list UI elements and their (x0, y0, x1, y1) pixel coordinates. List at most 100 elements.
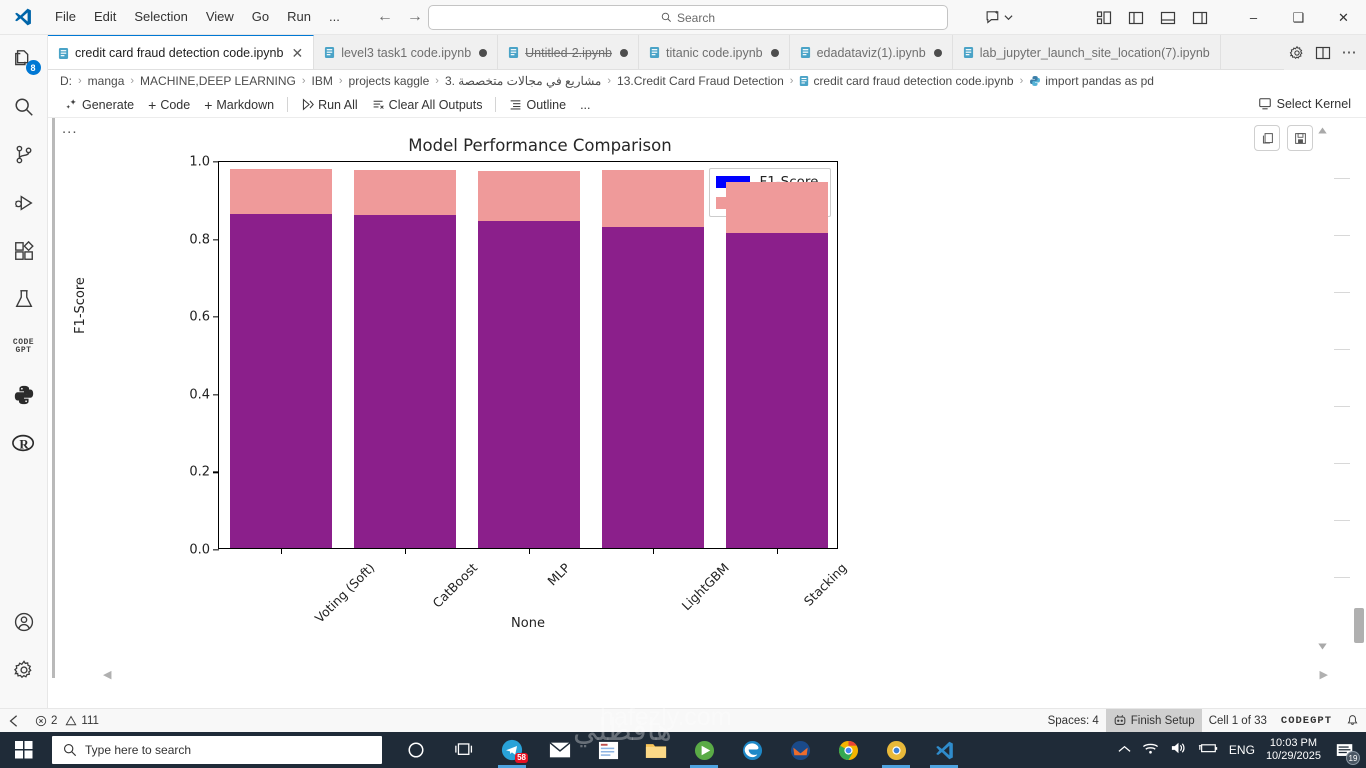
scroll-left-arrow-icon[interactable]: ◀ (103, 668, 112, 681)
breadcrumb-item-projects-kaggle[interactable]: projects kaggle (348, 74, 430, 88)
cell-position-indicator[interactable]: Cell 1 of 33 (1208, 714, 1267, 727)
outline-button[interactable]: Outline (502, 96, 573, 114)
battery-icon[interactable] (1198, 741, 1218, 760)
save-output-button[interactable] (1287, 125, 1313, 151)
sidebar-item-search[interactable] (0, 83, 48, 131)
breadcrumb-item-credit-card-fraud-detection-folder[interactable]: 13.Credit Card Fraud Detection (617, 74, 784, 88)
tab-dirty-indicator[interactable] (933, 48, 942, 57)
notification-center-button[interactable]: 19 (1332, 737, 1360, 765)
close-button[interactable]: ✕ (1338, 9, 1349, 25)
breadcrumb-item-ibm[interactable]: IBM (311, 74, 333, 88)
tab-dirty-indicator[interactable] (620, 48, 629, 57)
sidebar-item-explorer[interactable]: 8 (0, 35, 48, 83)
notebook-horizontal-scroll[interactable]: ◀ ▶ (103, 667, 1328, 681)
breadcrumb-item-specialized-projects[interactable]: 3. مشاريع في مجالات متخصصة (444, 74, 602, 88)
generate-button[interactable]: Generate (58, 96, 141, 114)
tab-titanic[interactable]: titanic code.ipynb (639, 35, 790, 69)
scroll-down-arrow-icon[interactable] (1317, 638, 1328, 656)
tab-lab-jupyter-launch-site-location[interactable]: lab_jupyter_launch_site_location(7).ipyn… (952, 35, 1221, 69)
breadcrumb-item-machine-deep-learning[interactable]: MACHINE,DEEP LEARNING (140, 74, 296, 88)
tab-untitled-2[interactable]: Untitled-2.ipynb (498, 35, 640, 69)
scroll-right-arrow-icon[interactable]: ▶ (1319, 668, 1328, 681)
minimize-button[interactable]: – (1249, 10, 1258, 25)
volume-icon[interactable] (1170, 741, 1187, 760)
breadcrumb-item-drive[interactable]: D: (60, 74, 72, 88)
breadcrumb-item-manga[interactable]: manga (87, 74, 125, 88)
cell-collapsed-indicator[interactable]: ... (62, 120, 78, 137)
tab-dirty-indicator[interactable] (479, 48, 488, 57)
taskbar-camtasia-icon[interactable] (682, 732, 726, 768)
start-button[interactable] (0, 732, 48, 768)
clear-all-outputs-button[interactable]: Clear All Outputs (365, 96, 490, 114)
menu-bar[interactable]: File Edit Selection View Go Run ... (46, 0, 349, 35)
scrollbar-thumb[interactable] (1354, 608, 1364, 643)
taskbar-cortana-icon[interactable] (394, 732, 438, 768)
navigation-arrows[interactable]: ← → (377, 8, 423, 26)
taskbar-chrome-icon[interactable] (826, 732, 870, 768)
show-hidden-icons-chevron-icon[interactable] (1118, 741, 1131, 759)
sidebar-item-extensions[interactable] (0, 227, 48, 275)
sidebar-item-python[interactable] (0, 371, 48, 419)
customize-layout-icon[interactable] (1091, 5, 1117, 31)
sidebar-item-testing[interactable] (0, 275, 48, 323)
notebook-more-actions-button[interactable]: ... (580, 97, 591, 112)
toggle-panel-icon[interactable] (1155, 5, 1181, 31)
notebook-vertical-scrollbar[interactable] (1352, 118, 1366, 703)
clock[interactable]: 10:03 PM 10/29/2025 (1266, 737, 1321, 763)
menu-run[interactable]: Run (287, 9, 311, 24)
taskbar-task-view-icon[interactable] (442, 732, 486, 768)
network-icon[interactable] (1142, 741, 1159, 760)
finish-setup-button[interactable]: Finish Setup (1105, 708, 1202, 733)
taskbar-mail-icon[interactable] (538, 732, 582, 768)
taskbar-chrome-canary-icon[interactable] (874, 732, 918, 768)
toggle-secondary-sidebar-icon[interactable] (1187, 5, 1213, 31)
sidebar-item-run-and-debug[interactable] (0, 179, 48, 227)
editor-more-actions-icon[interactable]: ⋯ (1341, 43, 1357, 61)
codegpt-status-button[interactable]: CODEGPT (1280, 714, 1332, 727)
maximize-button[interactable]: ❑ (1292, 9, 1305, 25)
tab-dirty-indicator[interactable] (770, 48, 779, 57)
sidebar-item-settings[interactable] (0, 646, 48, 694)
taskbar-file-explorer-icon[interactable] (634, 732, 678, 768)
language-indicator[interactable]: ENG (1228, 743, 1255, 757)
menu-more[interactable]: ... (329, 9, 340, 24)
command-search-input[interactable]: Search (428, 5, 948, 30)
add-markdown-cell-button[interactable]: + Markdown (197, 95, 281, 115)
remote-window-button[interactable] (0, 709, 28, 733)
indentation-button[interactable]: Spaces: 4 (1047, 714, 1099, 727)
menu-file[interactable]: File (55, 9, 76, 24)
sidebar-item-r-language[interactable]: R (0, 419, 48, 467)
tab-close-icon[interactable]: ✕ (291, 45, 304, 61)
forward-arrow-icon[interactable]: → (406, 8, 423, 25)
taskbar-vscode-icon[interactable] (922, 732, 966, 768)
sidebar-item-accounts[interactable] (0, 598, 48, 646)
tab-credit-card-fraud-detection[interactable]: credit card fraud detection code.ipynb ✕ (48, 35, 315, 69)
sidebar-item-codegpt[interactable]: CODE GPT (0, 323, 48, 371)
copilot-button[interactable] (977, 5, 1021, 31)
toggle-primary-sidebar-icon[interactable] (1123, 5, 1149, 31)
menu-edit[interactable]: Edit (93, 9, 117, 24)
notifications-bell-button[interactable] (1339, 709, 1366, 733)
tab-level3-task1[interactable]: level3 task1 code.ipynb (314, 35, 499, 69)
back-arrow-icon[interactable]: ← (376, 8, 393, 25)
taskbar-telegram-icon[interactable]: 58 (490, 732, 534, 768)
problems-button[interactable]: 2 111 (28, 709, 106, 733)
taskbar-powerpoint-icon[interactable] (586, 732, 630, 768)
breadcrumb-item-cell[interactable]: import pandas as pd (1029, 74, 1154, 88)
menu-selection[interactable]: Selection (134, 9, 188, 24)
menu-view[interactable]: View (205, 9, 234, 24)
breadcrumb-item-notebook[interactable]: credit card fraud detection code.ipynb (799, 74, 1014, 88)
split-editor-icon[interactable] (1310, 40, 1336, 66)
copy-output-button[interactable] (1254, 125, 1280, 151)
add-code-cell-button[interactable]: + Code (141, 95, 197, 115)
taskbar-thunderbird-icon[interactable] (778, 732, 822, 768)
taskbar-search-input[interactable]: Type here to search (52, 736, 382, 764)
sidebar-item-source-control[interactable] (0, 131, 48, 179)
taskbar-edge-icon[interactable] (730, 732, 774, 768)
select-kernel-button[interactable]: Select Kernel (1251, 95, 1358, 113)
menu-go[interactable]: Go (251, 9, 270, 24)
run-all-button[interactable]: Run All (294, 96, 365, 114)
tab-edadataviz[interactable]: edadataviz(1).ipynb (789, 35, 953, 69)
scroll-up-arrow-icon[interactable] (1317, 122, 1328, 140)
notebook-settings-gear-icon[interactable] (1284, 40, 1310, 66)
